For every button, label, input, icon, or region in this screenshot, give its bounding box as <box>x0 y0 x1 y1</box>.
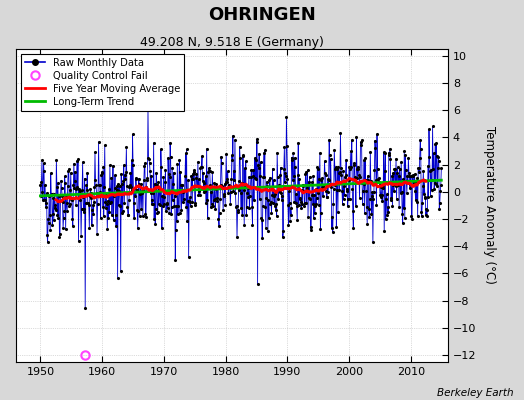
Text: Berkeley Earth: Berkeley Earth <box>437 388 514 398</box>
Y-axis label: Temperature Anomaly (°C): Temperature Anomaly (°C) <box>483 126 496 284</box>
Title: 49.208 N, 9.518 E (Germany): 49.208 N, 9.518 E (Germany) <box>140 36 324 49</box>
Legend: Raw Monthly Data, Quality Control Fail, Five Year Moving Average, Long-Term Tren: Raw Monthly Data, Quality Control Fail, … <box>21 54 184 111</box>
Text: OHRINGEN: OHRINGEN <box>208 6 316 24</box>
